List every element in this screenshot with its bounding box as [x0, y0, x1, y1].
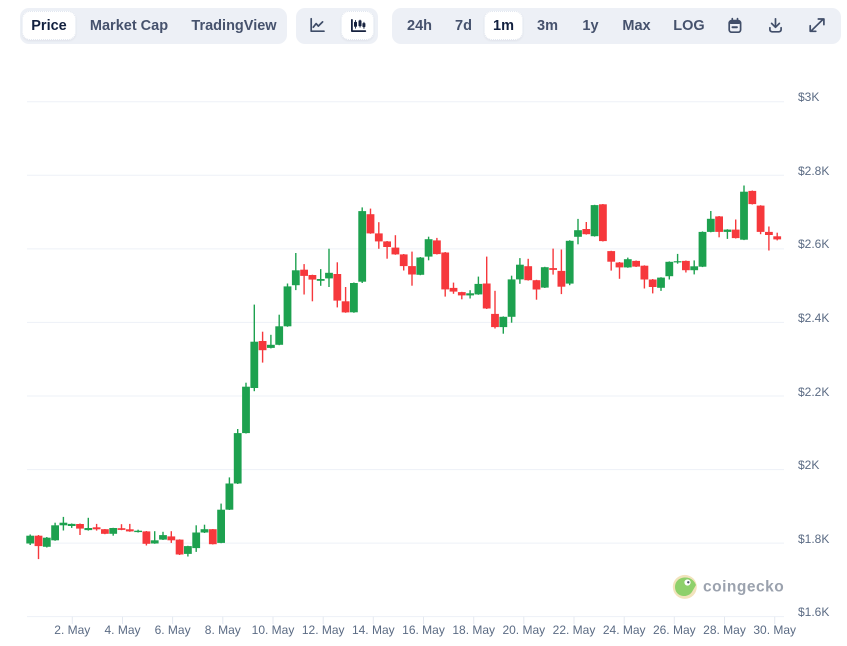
svg-text:coingecko: coingecko: [703, 579, 784, 596]
